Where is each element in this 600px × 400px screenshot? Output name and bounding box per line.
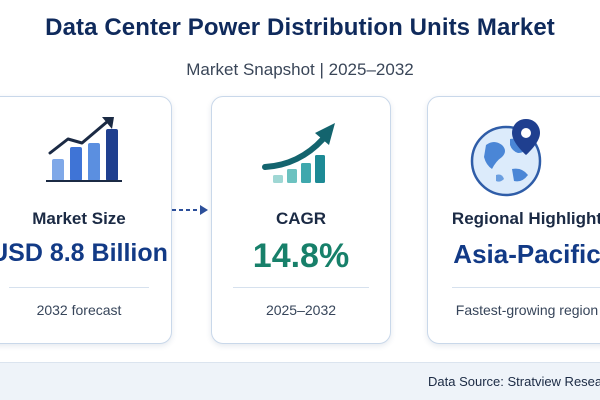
data-source-text: Data Source: Stratview Research xyxy=(428,374,600,389)
footer-source-bar: Data Source: Stratview Research xyxy=(0,362,600,400)
card-divider xyxy=(9,287,149,288)
cagr-note: 2025–2032 xyxy=(265,302,337,318)
growth-arrow-chart-icon xyxy=(212,109,390,195)
page-subtitle: Market Snapshot | 2025–2032 xyxy=(186,60,414,79)
market-size-label: Market Size xyxy=(32,209,126,228)
dashed-arrow-icon xyxy=(170,200,210,220)
regional-highlight-note: Fastest-growing region xyxy=(455,302,599,318)
card-divider xyxy=(233,287,369,288)
bar-chart-trend-icon xyxy=(0,109,171,195)
card-divider xyxy=(451,287,600,288)
globe-location-pin-icon xyxy=(428,109,600,197)
regional-highlight-value: Asia-Pacific xyxy=(453,239,600,269)
market-size-value: USD 8.8 Billion xyxy=(0,239,168,267)
market-size-note: 2032 forecast xyxy=(36,302,122,318)
cagr-card: CAGR 14.8% 2025–2032 xyxy=(211,96,391,344)
market-size-card: Market Size USD 8.8 Billion 2032 forecas… xyxy=(0,96,172,344)
cagr-label: CAGR xyxy=(275,209,327,228)
regional-highlight-card: Regional Highlight Asia-Pacific Fastest-… xyxy=(427,96,600,344)
cagr-value: 14.8% xyxy=(252,237,350,275)
page-title: Data Center Power Distribution Units Mar… xyxy=(45,14,555,41)
regional-highlight-label: Regional Highlight xyxy=(451,209,600,228)
